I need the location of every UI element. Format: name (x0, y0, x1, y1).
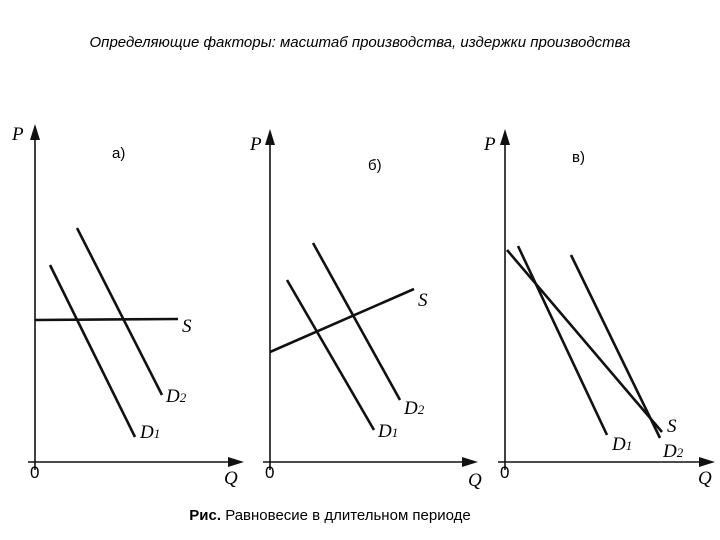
panel-label: в) (572, 149, 585, 166)
curve-name: S (667, 416, 677, 437)
panel-label: б) (368, 157, 382, 174)
demand-line (75, 227, 164, 396)
panel-c: P в) 0 Q S D1 D2 (483, 129, 715, 489)
curve-name: D (139, 422, 154, 443)
panel-a: P а) 0 Q S D1 D2 (11, 124, 244, 489)
panel-b: P б) 0 Q S D1 D2 (249, 129, 482, 491)
curve-label: S (418, 290, 428, 311)
curve-name: D (662, 441, 677, 462)
axis-label: Q (468, 470, 482, 491)
arrow (228, 457, 244, 467)
curve-label: D1 (377, 421, 398, 442)
panel-label: а) (112, 145, 125, 162)
curve-sub: 2 (180, 390, 187, 405)
curve-name: S (418, 290, 428, 311)
curve-sub: 2 (418, 402, 425, 417)
demand-line (516, 245, 609, 436)
demand-line (569, 254, 662, 439)
demand-line (311, 242, 402, 401)
curve-name: S (182, 316, 192, 337)
supply-line (506, 249, 663, 433)
origin: 0 (265, 463, 274, 482)
curve-name: D (403, 398, 418, 419)
supply-line (269, 287, 415, 354)
axis-label: P (483, 134, 496, 155)
curve-name: D (165, 386, 180, 407)
arrow (699, 457, 715, 467)
axis-label: Q (224, 468, 238, 489)
curve-label: D2 (165, 386, 187, 407)
supply-line (34, 317, 179, 322)
demand-line (48, 264, 137, 438)
curve-name: D (377, 421, 392, 442)
curve-label: S (667, 416, 677, 437)
origin: 0 (500, 463, 509, 482)
curve-sub: 2 (677, 445, 684, 460)
curve-label: D2 (403, 398, 425, 419)
arrow (500, 129, 510, 145)
axis-label: P (11, 124, 24, 145)
title: Определяющие факторы: масштаб производст… (90, 34, 631, 51)
caption: Рис. Равновесие в длительном периоде (189, 507, 470, 524)
axis-label: Q (698, 468, 712, 489)
curve-label: D1 (139, 422, 160, 443)
curve-sub: 1 (154, 426, 161, 441)
curve-name: D (611, 434, 626, 455)
curve-label: D2 (662, 441, 684, 462)
caption-text: Равновесие в длительном периоде (225, 507, 471, 524)
demand-line (285, 279, 376, 431)
axis-label: P (249, 134, 262, 155)
caption-prefix: Рис. (189, 507, 221, 524)
arrow (30, 124, 40, 140)
arrow (462, 457, 478, 467)
arrow (265, 129, 275, 145)
curve-label: S (182, 316, 192, 337)
curve-label: D1 (611, 434, 632, 455)
origin: 0 (30, 463, 39, 482)
curve-sub: 1 (626, 438, 633, 453)
curve-sub: 1 (392, 425, 399, 440)
